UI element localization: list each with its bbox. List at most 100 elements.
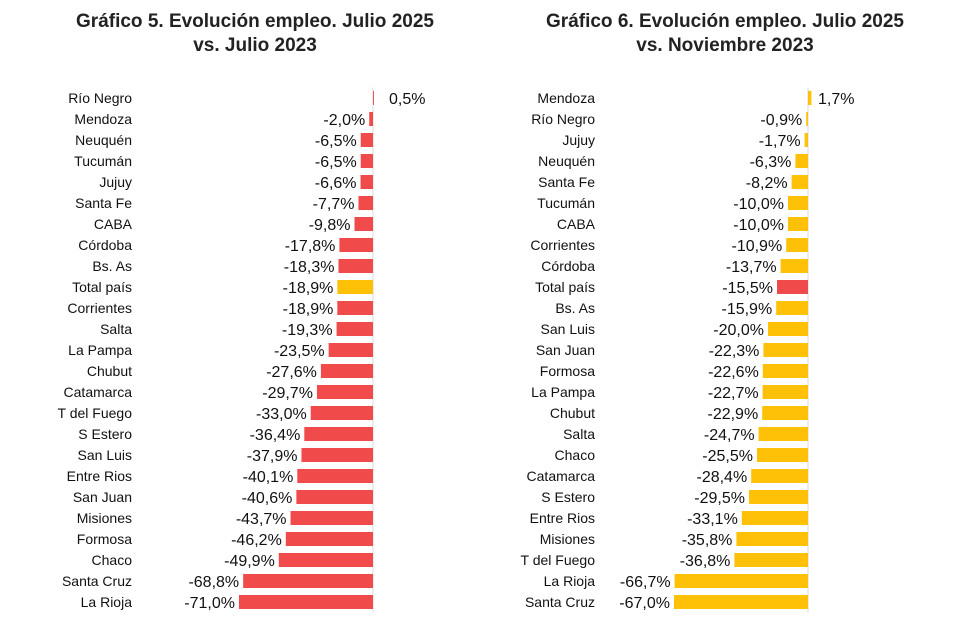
value-label: -22,9% (707, 406, 758, 423)
bar (674, 595, 808, 609)
bar (762, 385, 808, 399)
value-label: -28,4% (696, 469, 747, 486)
value-label: -1,7% (759, 133, 801, 150)
value-label: -68,8% (188, 574, 239, 591)
category-label: Bs. As (92, 258, 132, 274)
chart-6-title-line-1: Gráfico 6. Evolución empleo. Julio 2025 (546, 11, 904, 32)
category-label: La Pampa (68, 342, 132, 358)
category-label: La Pampa (531, 384, 595, 400)
value-label: 0,5% (389, 91, 425, 108)
bar (278, 553, 373, 567)
category-label: San Luis (78, 447, 132, 463)
bar (763, 343, 808, 357)
bar (297, 469, 373, 483)
category-label: San Luis (541, 321, 595, 337)
bar (338, 259, 373, 273)
bar (749, 490, 808, 504)
category-label: Santa Fe (75, 195, 132, 211)
value-label: -22,7% (708, 385, 759, 402)
category-label: Jujuy (562, 132, 595, 148)
value-label: -2,0% (323, 112, 365, 129)
bar (304, 427, 373, 441)
bar (734, 553, 808, 567)
bar (741, 511, 808, 525)
category-label: Chubut (87, 363, 132, 379)
value-label: -24,7% (704, 427, 755, 444)
chart-5-title-line-1: Gráfico 5. Evolución empleo. Julio 2025 (76, 11, 434, 32)
bar (777, 280, 808, 294)
category-label: S Estero (541, 489, 595, 505)
bar (310, 406, 373, 420)
category-label: CABA (557, 216, 596, 232)
value-label: -6,6% (315, 175, 357, 192)
value-label: -22,3% (709, 343, 760, 360)
category-label: San Juan (536, 342, 595, 358)
category-label: Corrientes (67, 300, 132, 316)
value-label: -33,0% (256, 406, 307, 423)
bar (296, 490, 373, 504)
value-label: -13,7% (726, 259, 777, 276)
bar (788, 196, 808, 210)
value-label: -20,0% (713, 322, 764, 339)
value-label: -43,7% (236, 511, 287, 528)
category-label: Santa Fe (538, 174, 595, 190)
category-label: Formosa (77, 531, 132, 547)
category-label: Chaco (555, 447, 596, 463)
category-label: San Juan (73, 489, 132, 505)
bar (337, 280, 373, 294)
bar (758, 427, 808, 441)
category-label: Jujuy (99, 174, 132, 190)
bar (795, 154, 808, 168)
category-label: Neuquén (538, 153, 595, 169)
value-label: -37,9% (247, 448, 298, 465)
category-label: Misiones (77, 510, 132, 526)
bar (301, 448, 373, 462)
bar (736, 532, 808, 546)
bar (751, 469, 808, 483)
value-label: -0,9% (760, 112, 802, 129)
value-label: -9,8% (309, 217, 351, 234)
category-label: Corrientes (530, 237, 595, 253)
chart-5-title: Gráfico 5. Evolución empleo. Julio 2025 … (40, 10, 470, 58)
category-label: CABA (94, 216, 133, 232)
bar (373, 91, 374, 105)
bar (336, 322, 373, 336)
bar (786, 238, 808, 252)
bar (316, 385, 373, 399)
value-label: -10,0% (733, 196, 784, 213)
category-label: Santa Cruz (525, 594, 595, 610)
category-label: S Estero (78, 426, 132, 442)
value-label: -71,0% (184, 595, 235, 612)
category-label: Total país (535, 279, 595, 295)
bar (290, 511, 373, 525)
category-label: Total país (72, 279, 132, 295)
category-label: Bs. As (555, 300, 595, 316)
value-label: -10,0% (733, 217, 784, 234)
value-label: -8,2% (746, 175, 788, 192)
category-label: Salta (563, 426, 595, 442)
value-label: -25,5% (702, 448, 753, 465)
value-label: -36,8% (680, 553, 731, 570)
value-label: -19,3% (282, 322, 333, 339)
category-label: Salta (100, 321, 132, 337)
chart-5-title-line-2: vs. Julio 2023 (193, 35, 317, 56)
value-label: -23,5% (274, 343, 325, 360)
category-label: Córdoba (78, 237, 132, 253)
value-label: -49,9% (224, 553, 275, 570)
value-label: 1,7% (818, 91, 854, 108)
bar (768, 322, 808, 336)
bar (806, 112, 808, 126)
value-label: -35,8% (682, 532, 733, 549)
value-label: -18,9% (283, 301, 334, 318)
value-label: -7,7% (313, 196, 355, 213)
category-label: Chaco (92, 552, 133, 568)
bar (358, 196, 373, 210)
value-label: -6,5% (315, 154, 357, 171)
bar (360, 133, 373, 147)
bar (360, 154, 373, 168)
value-label: -17,8% (285, 238, 336, 255)
category-label: Entre Rios (530, 510, 595, 526)
chart-6-title: Gráfico 6. Evolución empleo. Julio 2025 … (510, 10, 940, 58)
bar (776, 301, 808, 315)
